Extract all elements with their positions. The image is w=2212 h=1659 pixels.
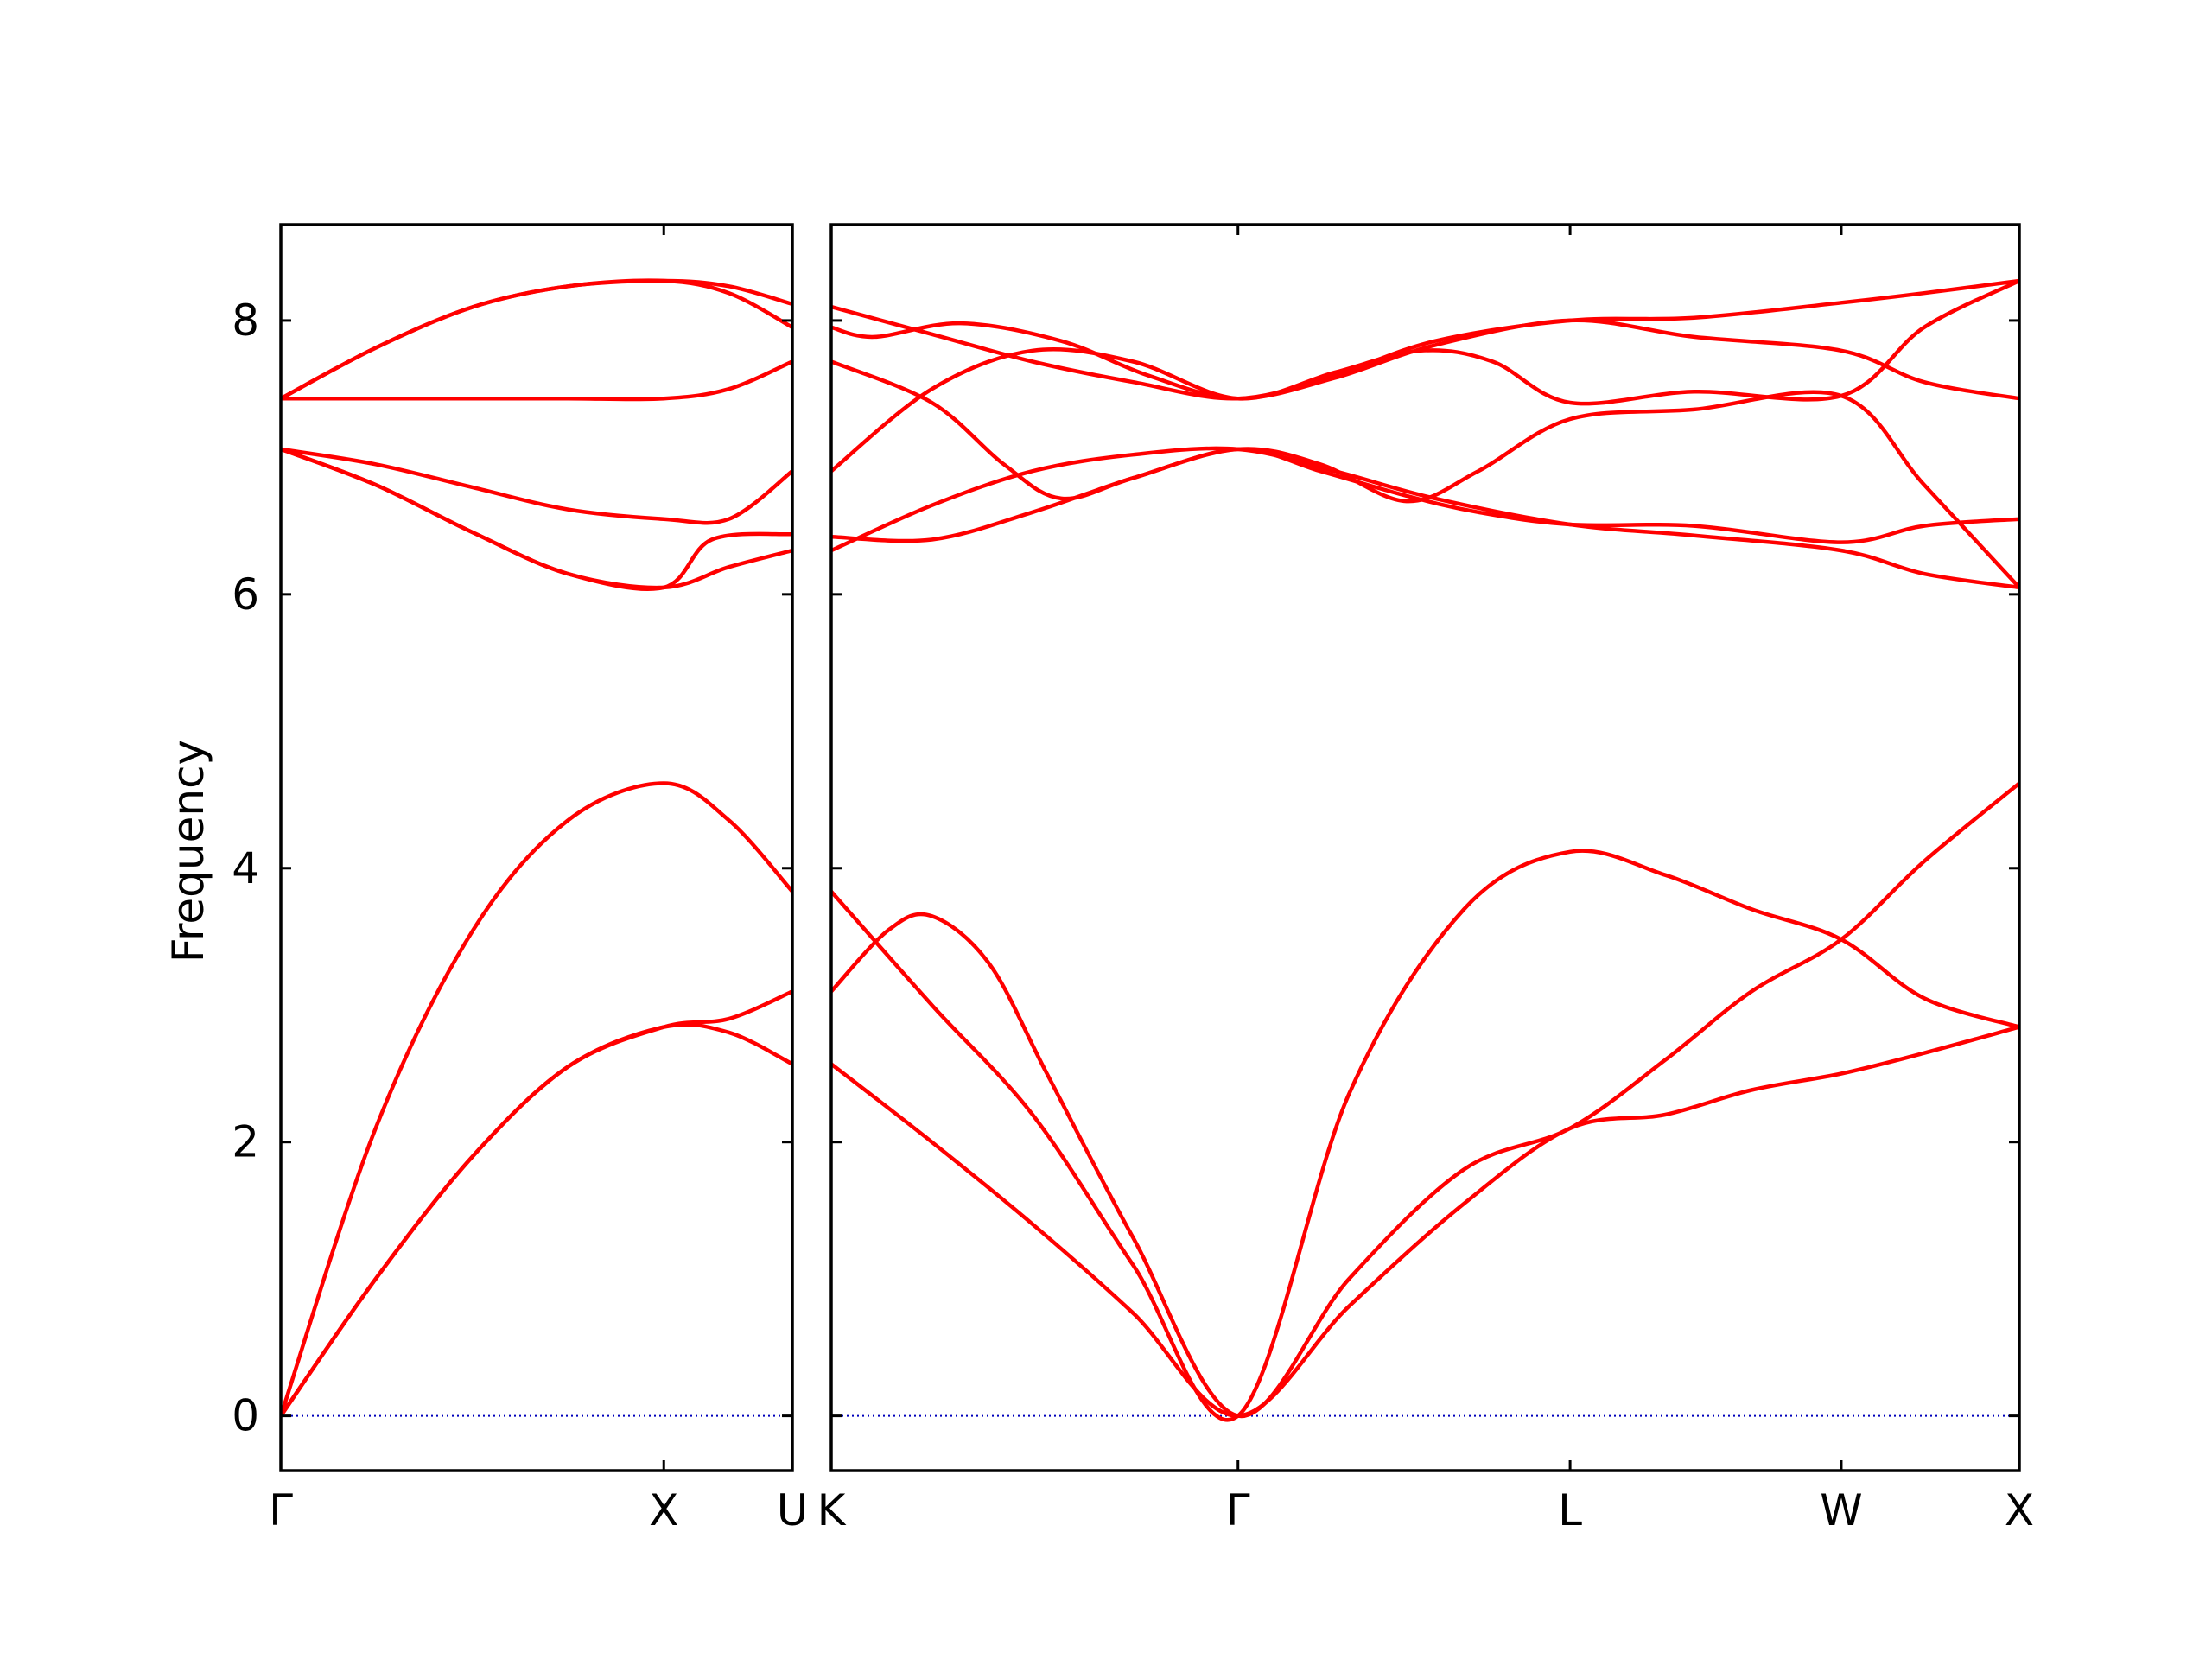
x-tick-label: K [817,1485,847,1535]
panel-frame [830,223,2021,1472]
band-line-2 [281,781,792,1418]
x-tick-label: W [1820,1485,1862,1535]
band-series-group [281,278,792,1418]
band-line-4 [281,447,792,590]
band-line-6 [831,359,2019,544]
band-line-1 [831,1025,2019,1418]
x-tick-label: Γ [269,1485,293,1535]
band-line-3 [831,781,2019,1418]
band-line-7 [281,359,792,402]
x-tick-label: X [2005,1485,2034,1535]
band-line-6 [281,447,792,592]
panels-layer: Γ X U 0 2 4 6 8 K Γ L W X [232,223,2034,1535]
band-line-2 [831,849,2019,1422]
band-line-8 [831,278,2019,401]
band-line-7 [831,278,2019,474]
band-series-group [831,278,2019,1422]
y-tick-label: 0 [232,1391,259,1441]
band-line-8 [281,278,792,401]
band-line-5 [281,447,792,525]
band-line-1 [281,1022,792,1418]
panel-frame [279,223,794,1472]
x-tick-label: U [777,1485,809,1535]
y-tick-label: 8 [232,296,259,346]
x-tick-label: L [1558,1485,1582,1535]
band-line-9 [831,318,2019,401]
y-tick-label: 6 [232,569,259,620]
panel-1: Γ X U 0 2 4 6 8 [232,223,809,1535]
y-tick-label: 4 [232,843,259,893]
band-line-9 [281,278,792,401]
band-line-3 [281,989,792,1418]
y-tick-label: 2 [232,1117,259,1167]
y-axis-label: Frequency [163,740,213,963]
x-tick-label: X [649,1485,678,1535]
band-line-5 [831,390,2019,590]
x-tick-label: Γ [1226,1485,1250,1535]
